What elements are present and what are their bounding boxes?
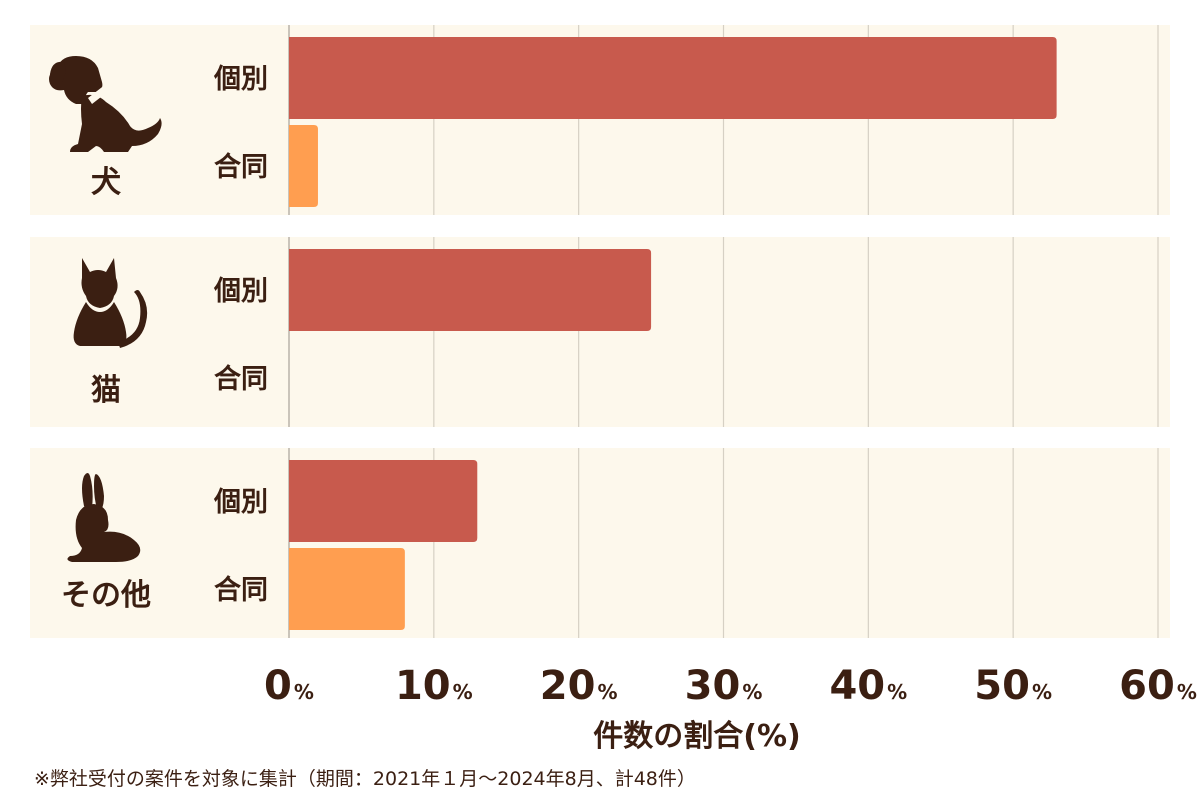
series-label-0-1: 合同 xyxy=(214,151,268,183)
x-axis-ticks: 0% 10% 20% 30% 40% 50% 60% xyxy=(264,663,1197,709)
category-label-1: 猫 xyxy=(91,373,121,408)
series-label-0-0: 個別 xyxy=(213,64,268,95)
category-label-0: 犬 xyxy=(91,165,121,200)
dog-icon xyxy=(49,56,162,152)
bar-2-1 xyxy=(289,548,405,630)
bars xyxy=(289,37,1057,630)
category-label-2: その他 xyxy=(61,578,151,613)
x-axis-label: 件数の割合(%) xyxy=(593,719,800,754)
panel-2 xyxy=(30,448,1170,638)
series-label-1-1: 合同 xyxy=(214,363,268,395)
tick-label-60: 60% xyxy=(1119,663,1197,709)
series-label-2-0: 個別 xyxy=(213,487,268,518)
tick-label-30: 30% xyxy=(685,663,763,709)
rabbit-icon xyxy=(67,473,141,562)
bar-2-0 xyxy=(289,460,478,542)
tick-label-50: 50% xyxy=(974,663,1052,709)
series-label-2-1: 合同 xyxy=(214,574,268,606)
bar-1-0 xyxy=(289,249,652,331)
bar-0-1 xyxy=(289,125,318,207)
cat-icon xyxy=(73,258,148,348)
bar-0-0 xyxy=(289,37,1057,119)
tick-label-0: 0% xyxy=(264,663,314,709)
footnote: ※弊社受付の案件を対象に集計（期間：2021年１月〜2024年8月、計48件） xyxy=(34,768,696,790)
tick-label-10: 10% xyxy=(395,663,473,709)
tick-label-20: 20% xyxy=(540,663,618,709)
tick-label-40: 40% xyxy=(829,663,907,709)
series-label-1-0: 個別 xyxy=(213,276,268,307)
group-icons xyxy=(49,56,162,562)
